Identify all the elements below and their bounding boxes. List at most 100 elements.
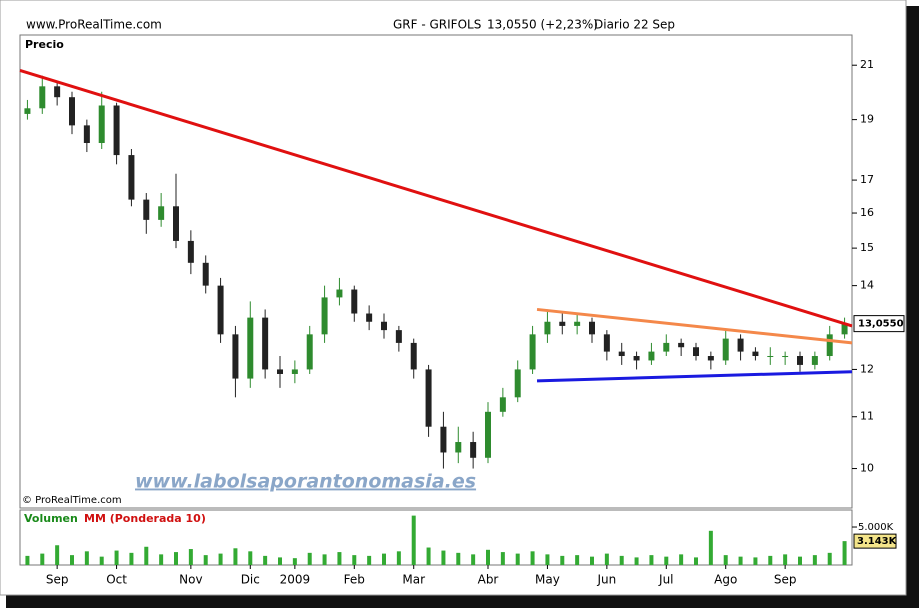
instrument: GRF - GRIFOLS xyxy=(393,18,481,32)
candle-body xyxy=(529,334,536,370)
x-tick-label: Sep xyxy=(774,573,797,587)
candle-body xyxy=(321,297,328,335)
x-tick-label: Oct xyxy=(106,573,127,587)
volume-bar xyxy=(515,553,520,565)
candle-body xyxy=(648,351,655,361)
x-tick-label: Jun xyxy=(596,573,616,587)
candle-body xyxy=(767,356,774,358)
candle-body xyxy=(514,369,521,398)
last-price-label: 13,0550 xyxy=(858,319,904,330)
volume-bar xyxy=(382,553,386,565)
volume-bar xyxy=(634,557,639,565)
volume-average-label: MM (Ponderada 10) xyxy=(84,512,206,525)
volume-bar xyxy=(619,555,624,565)
x-tick-label: Jul xyxy=(658,573,673,587)
candle-body xyxy=(841,323,848,335)
volume-bar xyxy=(486,549,490,565)
volume-bar xyxy=(55,545,60,565)
candle-body xyxy=(499,397,506,412)
candle-body xyxy=(618,351,625,357)
candle-body xyxy=(722,338,729,361)
y-tick-label: 11 xyxy=(860,410,874,423)
candle-body xyxy=(277,369,283,374)
candle-body xyxy=(366,313,373,322)
volume-bar xyxy=(694,557,698,565)
volume-bar xyxy=(307,552,312,565)
site: www.ProRealTime.com xyxy=(26,18,162,32)
volume-bar xyxy=(426,547,431,565)
candle-body xyxy=(202,262,209,286)
price-label: Precio xyxy=(25,38,64,51)
candle-body xyxy=(633,356,640,361)
volume-bar xyxy=(708,530,713,565)
volume-bar xyxy=(278,557,282,565)
volume-panel xyxy=(19,509,853,566)
volume-bar xyxy=(768,555,773,565)
period: Diario 22 Sep xyxy=(594,18,675,32)
candle-body xyxy=(143,199,150,220)
volume-bar xyxy=(604,553,609,565)
volume-bar xyxy=(263,555,268,565)
candle-body xyxy=(351,289,358,314)
y-tick-label: 12 xyxy=(860,362,874,375)
candle-body xyxy=(811,356,818,365)
quote: 13,0550 (+2,23%) xyxy=(487,18,598,32)
x-tick-label: Ago xyxy=(714,573,737,587)
volume-bar xyxy=(114,550,119,565)
candle-body xyxy=(173,206,179,241)
volume-bar xyxy=(649,555,654,565)
candle-body xyxy=(559,321,566,326)
x-tick-label: Abr xyxy=(478,573,499,587)
volume-bar xyxy=(40,553,45,565)
volume-bar xyxy=(679,554,684,565)
candle-body xyxy=(663,342,670,352)
candle-body xyxy=(603,334,610,352)
volume-bar xyxy=(530,551,535,565)
candle-body xyxy=(589,321,595,335)
volume-bar xyxy=(783,554,788,565)
volume-bar xyxy=(144,546,149,565)
candle-body xyxy=(247,317,254,379)
last-volume-box xyxy=(853,533,897,549)
candle-body xyxy=(83,125,90,144)
candle-body xyxy=(395,330,402,343)
candle-body xyxy=(826,334,833,357)
y-tick-label: 16 xyxy=(860,206,874,219)
volume-bar xyxy=(738,556,743,565)
last-volume-label: 3.143K xyxy=(857,536,898,547)
trend-line xyxy=(19,68,853,328)
volume-bar xyxy=(842,541,847,565)
volume-bar xyxy=(99,556,104,565)
y-tick-label: 17 xyxy=(860,173,874,186)
volume-bar xyxy=(812,555,817,565)
candle-body xyxy=(574,321,581,326)
frame xyxy=(0,0,907,596)
volume-label: Volumen xyxy=(24,512,78,525)
candle-body xyxy=(98,105,105,144)
volume-bar xyxy=(411,515,416,565)
volume-bar xyxy=(456,552,461,565)
y-tick-label: 21 xyxy=(860,58,874,71)
price-panel xyxy=(19,34,853,509)
volume-bar xyxy=(129,552,134,565)
volume-bar xyxy=(159,554,164,565)
x-tick-label: Sep xyxy=(46,573,69,587)
volume-bar xyxy=(203,555,208,565)
x-tick-label: Feb xyxy=(344,573,365,587)
x-tick-label: Mar xyxy=(402,573,425,587)
volume-bar xyxy=(248,551,253,565)
volume-tick-label: 5.000K xyxy=(858,522,894,533)
candle-body xyxy=(693,347,699,357)
candle-body xyxy=(797,356,803,365)
candle-body xyxy=(440,426,447,453)
frame-shadow xyxy=(6,595,919,608)
volume-bar xyxy=(441,550,446,565)
volume-bar xyxy=(367,555,372,565)
volume-bar xyxy=(174,552,178,565)
candle-body xyxy=(24,108,31,114)
volume-bar xyxy=(322,554,327,565)
candle-body xyxy=(782,356,789,358)
candle-body xyxy=(455,442,462,453)
